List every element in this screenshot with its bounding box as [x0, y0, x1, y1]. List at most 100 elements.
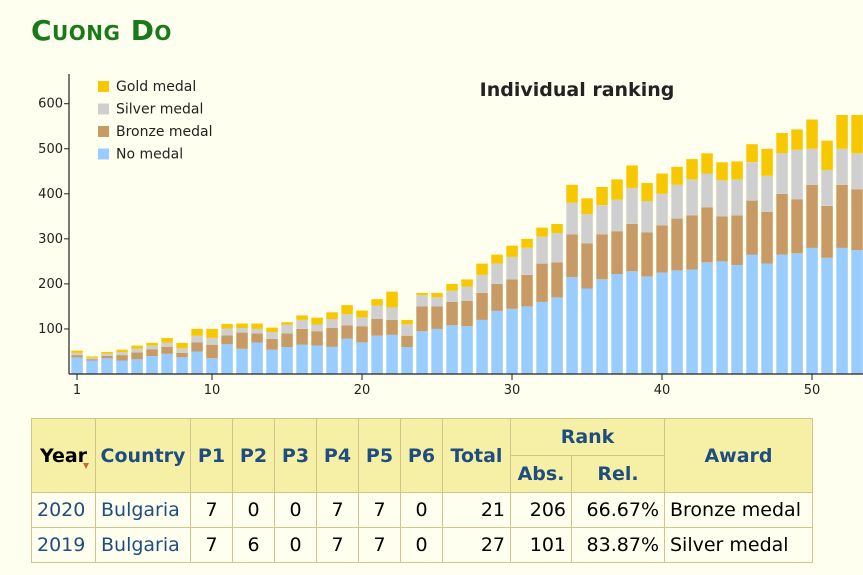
bar-segment: [491, 283, 503, 311]
chart-title: Individual ranking: [480, 79, 675, 101]
cell-year[interactable]: 2019: [31, 527, 96, 563]
bar-segment: [251, 333, 263, 343]
bar-segment: [116, 351, 128, 356]
bar-segment: [551, 233, 563, 263]
cell-rank-abs: 206: [510, 492, 572, 528]
bar-segment: [281, 322, 293, 325]
bar-segment: [221, 324, 233, 329]
col-year-header[interactable]: Year: [31, 418, 96, 493]
bar-segment: [776, 193, 788, 255]
bar-segment: [446, 301, 458, 326]
bar-segment: [851, 250, 863, 374]
x-tick-label: 20: [354, 383, 371, 398]
bar-segment: [656, 193, 668, 226]
bar-segment: [266, 327, 278, 333]
cell-p5: 7: [358, 492, 401, 528]
cell-p6: 0: [400, 492, 443, 528]
table-row: 2019 Bulgaria 7 6 0 7 7 0 27 101 83.87% …: [31, 527, 813, 563]
cell-country[interactable]: Bulgaria: [95, 527, 191, 563]
bar-segment: [296, 319, 308, 329]
bar-segment: [341, 305, 353, 315]
bar-segment: [491, 263, 503, 284]
bar-segment: [716, 261, 728, 374]
col-p5-header[interactable]: P5: [358, 418, 401, 493]
bar-segment: [686, 159, 698, 180]
bar-segment: [671, 218, 683, 271]
col-country-header[interactable]: Country: [95, 418, 191, 493]
col-p4-header[interactable]: P4: [316, 418, 359, 493]
bar-segment: [296, 344, 308, 374]
bar-segment: [86, 357, 98, 360]
bar-segment: [266, 332, 278, 339]
bar-segment: [506, 279, 518, 309]
col-award-header[interactable]: Award: [664, 418, 813, 493]
legend-label: Gold medal: [116, 79, 196, 95]
bar-segment: [731, 179, 743, 216]
bar-segment: [641, 232, 653, 277]
bar-segment: [536, 227, 548, 237]
col-abs-header[interactable]: Abs.: [510, 455, 572, 493]
bar-segment: [176, 342, 188, 349]
cell-award: Bronze medal: [664, 492, 813, 528]
bar-segment: [251, 323, 263, 329]
cell-p2: 6: [232, 527, 275, 563]
cell-total: 27: [442, 527, 511, 563]
bar-segment: [356, 326, 368, 343]
bar-segment: [101, 358, 113, 374]
cell-rank-abs: 101: [510, 527, 572, 563]
cell-total: 21: [442, 492, 511, 528]
col-rel-header[interactable]: Rel.: [571, 455, 665, 493]
bar-segment: [476, 263, 488, 275]
col-p2-header[interactable]: P2: [232, 418, 275, 493]
bar-segment: [206, 328, 218, 338]
bar-segment: [746, 254, 758, 374]
bar-segment: [731, 161, 743, 180]
bar-segment: [176, 348, 188, 353]
bar-segment: [341, 338, 353, 374]
bar-segment: [401, 319, 413, 325]
bar-segment: [86, 356, 98, 358]
bar-segment: [596, 279, 608, 374]
bar-segment: [311, 345, 323, 374]
bar-segment: [791, 129, 803, 150]
bar-segment: [821, 257, 833, 374]
bar-segment: [431, 328, 443, 374]
col-p6-header[interactable]: P6: [400, 418, 443, 493]
bar-segment: [626, 187, 638, 224]
year-header-label: Year: [39, 444, 88, 467]
bar-segment: [566, 277, 578, 374]
bar-segment: [386, 319, 398, 335]
bar-segment: [611, 231, 623, 274]
bar-segment: [236, 348, 248, 374]
bar-segment: [431, 306, 443, 329]
bar-segment: [821, 140, 833, 170]
bar-segment: [821, 169, 833, 206]
bar-segment: [851, 189, 863, 251]
cell-country[interactable]: Bulgaria: [95, 492, 191, 528]
bar-segment: [821, 206, 833, 258]
bar-segment: [491, 310, 503, 374]
bar-segment: [71, 350, 83, 353]
bar-segment: [611, 274, 623, 374]
bar-segment: [836, 115, 848, 149]
bar-segment: [71, 352, 83, 356]
bars-layer: [71, 115, 863, 374]
bar-segment: [311, 317, 323, 325]
bar-segment: [701, 262, 713, 374]
bar-segment: [716, 216, 728, 262]
legend-swatch: [98, 81, 109, 92]
col-total-header[interactable]: Total: [442, 418, 511, 493]
x-tick-label: 50: [804, 383, 821, 398]
y-tick-label: 100: [38, 322, 63, 337]
bar-segment: [221, 335, 233, 345]
bar-segment: [206, 344, 218, 359]
col-p3-header[interactable]: P3: [274, 418, 317, 493]
bar-segment: [716, 180, 728, 217]
bar-segment: [791, 253, 803, 374]
col-p1-header[interactable]: P1: [190, 418, 233, 493]
legend-swatch: [98, 148, 109, 160]
bar-segment: [131, 359, 143, 374]
bar-segment: [461, 286, 473, 301]
bar-segment: [326, 328, 338, 347]
cell-year[interactable]: 2020: [31, 492, 96, 528]
